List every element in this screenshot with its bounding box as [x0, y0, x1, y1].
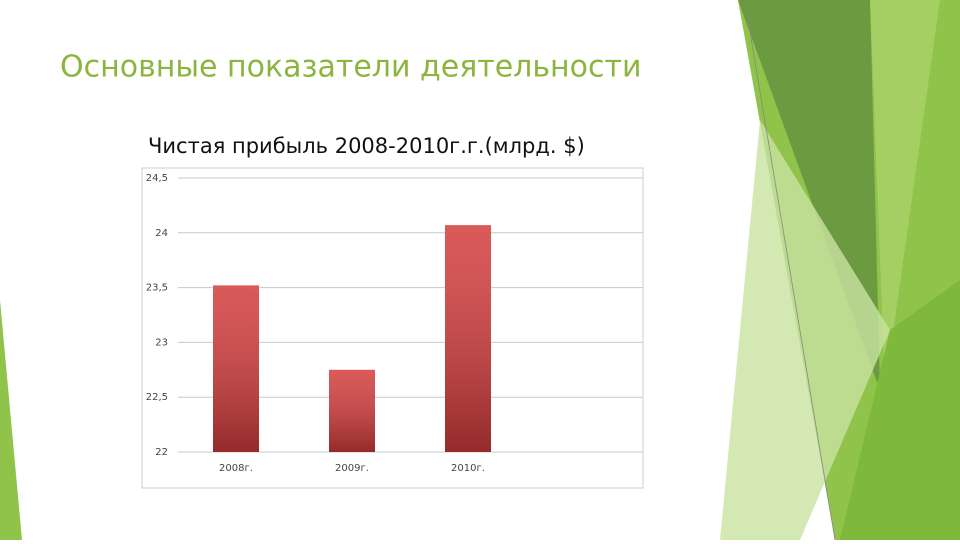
y-tick-label: 22	[155, 447, 168, 458]
y-tick-label: 22,5	[146, 392, 168, 403]
chart-title: Чистая прибыль 2008-2010г.г.(млрд. $)	[148, 134, 585, 158]
y-tick-label: 24	[155, 228, 168, 239]
x-tick-label: 2009г.	[335, 463, 369, 474]
slide-title: Основные показатели деятельности	[60, 50, 641, 85]
x-tick-label: 2010г.	[451, 463, 485, 474]
y-tick-label: 24,5	[146, 173, 168, 184]
x-tick-label: 2008г.	[219, 463, 253, 474]
y-tick-label: 23	[155, 337, 168, 348]
bar-shade	[329, 369, 375, 452]
y-tick-label: 23,5	[146, 283, 168, 294]
bar-shade	[213, 285, 259, 452]
bar-shade	[445, 225, 491, 452]
